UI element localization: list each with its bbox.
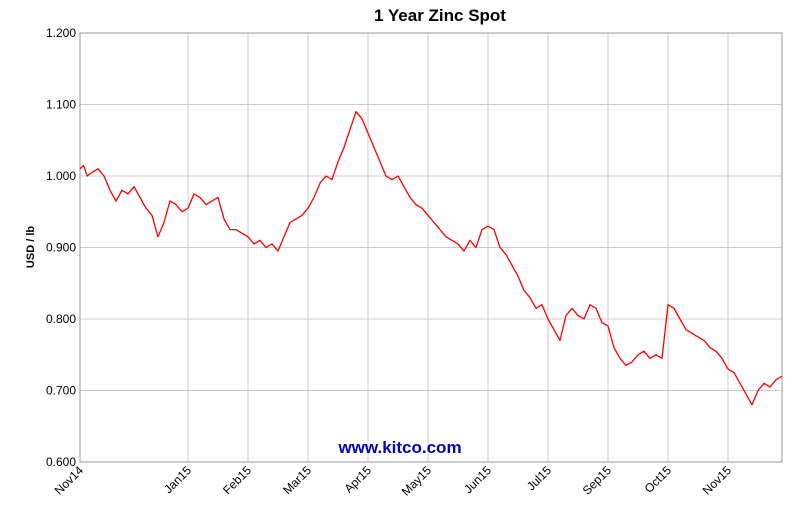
y-tick-label: 1.100 [46,98,76,112]
y-tick-label: 0.900 [46,241,76,255]
x-tick-label: Nov15 [700,463,735,498]
y-tick-label: 0.600 [46,455,76,469]
x-tick-label: Oct15 [642,463,675,496]
x-tick-label: Jun15 [461,463,494,496]
y-tick-label: 1.200 [46,26,76,40]
x-axis-ticks: Nov14 Jan15 Feb15 Mar15 Apr15 May15 Jun15 Jul15… [52,463,735,499]
x-tick-label: Apr15 [342,463,375,496]
plot-frame [79,32,783,463]
chart-title: 1 Year Zinc Spot [374,6,506,25]
gridlines [79,32,782,463]
y-tick-label: 0.700 [46,384,76,398]
watermark-text: www.kitco.com [337,438,461,457]
y-axis-label: USD / lb [25,226,37,268]
x-tick-label: Jan15 [161,463,194,496]
zinc-price-line [79,110,783,406]
x-tick-label: Sep15 [580,463,615,498]
x-tick-label: May15 [399,463,435,499]
x-tick-label: Feb15 [220,463,254,497]
x-tick-label: Jul15 [524,463,554,493]
y-axis-ticks: 0.600 0.700 0.800 0.900 1.000 1.100 1.200 [46,26,76,469]
x-tick-label: Mar15 [280,463,314,497]
y-tick-label: 1.000 [46,169,76,183]
y-tick-label: 0.800 [46,312,76,326]
